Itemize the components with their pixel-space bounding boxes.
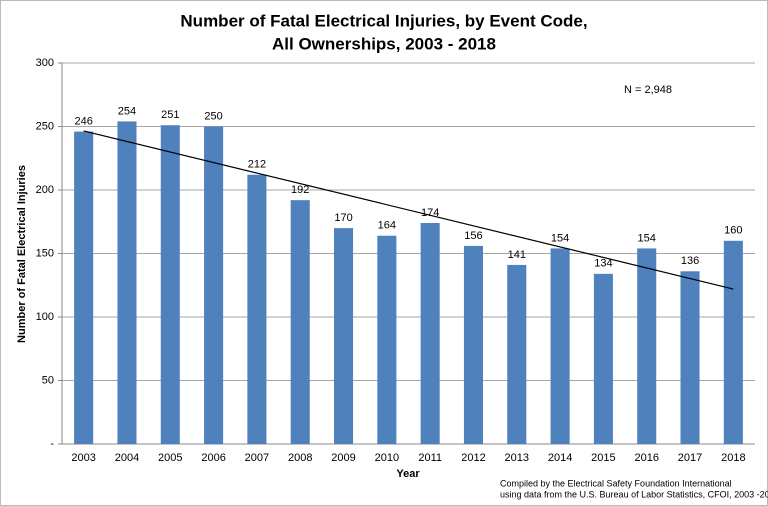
value-label: 154: [638, 232, 656, 244]
x-tick-label: 2005: [158, 452, 182, 464]
footnote: Compiled by the Electrical Safety Founda…: [500, 478, 732, 488]
x-tick-label: 2011: [418, 452, 442, 464]
bar: [160, 125, 180, 444]
value-label: 254: [118, 105, 136, 117]
y-tick-label: 150: [36, 247, 54, 259]
bar: [334, 228, 354, 444]
value-label: 141: [508, 249, 526, 261]
y-tick-label: 200: [36, 184, 54, 196]
bar: [204, 126, 224, 444]
y-tick-label: 250: [36, 120, 54, 132]
x-tick-label: 2010: [375, 452, 399, 464]
value-label: 250: [204, 110, 222, 122]
x-tick-label: 2006: [201, 452, 225, 464]
bar: [420, 223, 440, 444]
x-axis-title: Year: [396, 468, 420, 480]
bar: [290, 200, 310, 444]
chart-title: All Ownerships, 2003 - 2018: [272, 34, 496, 53]
chart-title: Number of Fatal Electrical Injuries, by …: [180, 11, 587, 30]
bar: [637, 248, 657, 444]
bar: [117, 121, 137, 445]
value-label: 160: [724, 225, 742, 237]
bar: [680, 271, 700, 444]
bar: [377, 235, 397, 444]
bar: [74, 131, 94, 444]
x-tick-label: 2015: [591, 452, 615, 464]
bar: [593, 273, 613, 444]
x-tick-label: 2012: [461, 452, 485, 464]
x-tick-label: 2018: [721, 452, 745, 464]
bar: [463, 245, 483, 444]
y-tick-label: 100: [36, 311, 54, 323]
x-tick-label: 2007: [245, 452, 269, 464]
x-tick-label: 2017: [678, 452, 702, 464]
value-label: 246: [74, 115, 92, 127]
y-tick-label: 300: [36, 57, 54, 69]
x-tick-label: 2008: [288, 452, 312, 464]
value-label: 154: [551, 232, 569, 244]
value-label: 164: [378, 220, 396, 232]
bar: [723, 240, 743, 444]
annotation: N = 2,948: [624, 84, 672, 96]
value-label: 170: [334, 212, 352, 224]
x-tick-label: 2004: [115, 452, 139, 464]
y-tick-label: -: [50, 438, 54, 450]
value-label: 156: [464, 230, 482, 242]
value-label: 251: [161, 109, 179, 121]
value-label: 192: [291, 184, 309, 196]
bar: [247, 174, 267, 444]
x-tick-label: 2014: [548, 452, 572, 464]
x-tick-label: 2013: [505, 452, 529, 464]
trendline: [83, 130, 734, 290]
bar: [507, 264, 527, 444]
y-axis-title: Number of Fatal Electrical Injuries: [16, 165, 28, 343]
footnote: using data from the U.S. Bureau of Labor…: [500, 489, 768, 499]
x-tick-label: 2009: [331, 452, 355, 464]
value-label: 134: [594, 258, 612, 270]
x-tick-label: 2016: [634, 452, 658, 464]
bar: [550, 248, 570, 444]
value-label: 136: [681, 255, 699, 267]
x-tick-label: 2003: [71, 452, 95, 464]
y-tick-label: 50: [42, 374, 54, 386]
value-label: 212: [248, 159, 266, 171]
